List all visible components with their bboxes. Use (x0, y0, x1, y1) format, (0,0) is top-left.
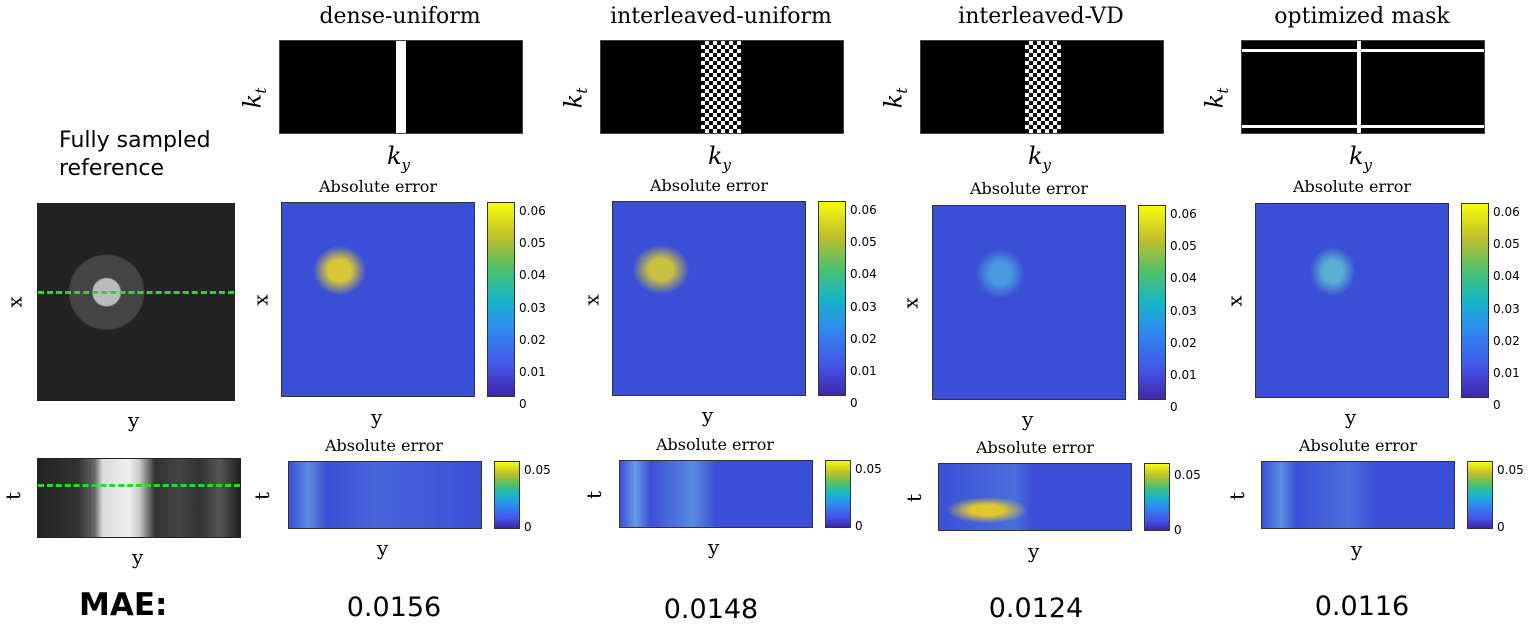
colorbar-spatial (487, 202, 515, 397)
column-title-interleaved-uniform: interleaved-uniform (610, 4, 832, 29)
mask-row-line-top (1242, 49, 1484, 52)
error-map-temporal (619, 460, 813, 528)
mask-interleaved-uniform (600, 40, 844, 134)
mask-dense-uniform (279, 40, 523, 134)
column-title-dense-uniform: dense-uniform (319, 4, 481, 29)
y-label: y (1022, 407, 1034, 431)
error-title-spatial: Absolute error (649, 176, 769, 195)
colorbar-ticks: 0.06 0.05 0.04 0.03 0.02 0.01 0 (1170, 207, 1197, 415)
reference-y-label: y (128, 408, 140, 432)
colorbar-ticks: 0.06 0.05 0.04 0.03 0.02 0.01 0 (850, 203, 877, 411)
reference-t-label: t (1, 491, 26, 501)
error-map-spatial (281, 202, 475, 397)
colorbar-temporal-tick-top: 0.05 (1174, 468, 1201, 482)
y-label: y (702, 403, 714, 427)
mask-center-line (1357, 41, 1361, 133)
ky-label: ky (1028, 142, 1052, 174)
mask-center-band (396, 41, 406, 133)
y-label: y (377, 536, 389, 560)
error-map-spatial (932, 205, 1126, 400)
error-map-spatial (1255, 203, 1449, 398)
t-label: t (582, 490, 607, 500)
kt-label: kt (1200, 87, 1233, 109)
reference-t-guide-line (38, 484, 240, 487)
colorbar-spatial (1138, 205, 1166, 400)
ky-label: ky (387, 142, 411, 174)
column-title-optimized-mask: optimized mask (1274, 4, 1450, 29)
colorbar-temporal-tick-bottom: 0 (524, 520, 532, 534)
error-map-temporal (288, 461, 482, 529)
reference-x-label: x (2, 296, 27, 308)
colorbar-temporal-tick-top: 0.05 (855, 462, 882, 476)
y-label: y (1028, 539, 1040, 563)
mae-value-dense-uniform: 0.0156 (346, 592, 442, 623)
mask-row-line-bottom (1242, 125, 1484, 128)
error-title-spatial: Absolute error (969, 179, 1089, 198)
colorbar-temporal-tick-bottom: 0 (1497, 520, 1505, 534)
error-title-temporal: Absolute error (975, 438, 1095, 457)
reference-spatial-image (37, 203, 235, 401)
mask-optimized (1241, 40, 1485, 134)
mask-center-band (1025, 41, 1061, 133)
reference-label-line1: Fully sampled (59, 128, 211, 153)
x-label: x (898, 297, 923, 309)
colorbar-temporal-tick-top: 0.05 (1497, 463, 1524, 477)
ky-label: ky (1349, 142, 1373, 174)
kt-label: kt (238, 87, 271, 109)
colorbar-temporal-tick-top: 0.05 (524, 463, 551, 477)
y-label: y (708, 535, 720, 559)
mae-value-interleaved-uniform: 0.0148 (663, 594, 759, 625)
colorbar-spatial (1461, 203, 1489, 398)
colorbar-ticks: 0.06 0.05 0.04 0.03 0.02 0.01 0 (1493, 205, 1520, 413)
colorbar-temporal (825, 460, 851, 528)
reference-temporal-image (37, 458, 241, 538)
x-label: x (1222, 295, 1247, 307)
reference-label-line2: reference (59, 156, 165, 181)
mask-center-band (701, 41, 741, 133)
t-label: t (902, 493, 927, 503)
error-title-temporal: Absolute error (324, 436, 444, 455)
error-map-temporal (938, 463, 1132, 531)
colorbar-temporal (1144, 463, 1170, 531)
colorbar-ticks: 0.06 0.05 0.04 0.03 0.02 0.01 0 (519, 204, 546, 412)
reference-y-label-bottom: y (132, 545, 144, 569)
x-label: x (248, 294, 273, 306)
column-title-interleaved-vd: interleaved-VD (958, 4, 1124, 29)
kt-label: kt (879, 87, 912, 109)
colorbar-spatial (818, 201, 846, 396)
kt-label: kt (559, 87, 592, 109)
error-title-spatial: Absolute error (1292, 177, 1412, 196)
error-title-temporal: Absolute error (1298, 436, 1418, 455)
reference-x-guide-line (38, 291, 234, 294)
colorbar-temporal (1467, 461, 1493, 529)
mae-heading: MAE: (79, 587, 168, 623)
error-title-temporal: Absolute error (655, 435, 775, 454)
colorbar-temporal-tick-bottom: 0 (1174, 523, 1182, 537)
mae-value-optimized-mask: 0.0116 (1314, 591, 1410, 622)
t-label: t (250, 491, 275, 501)
ky-label: ky (708, 142, 732, 174)
t-label: t (1225, 491, 1250, 501)
y-label: y (371, 405, 383, 429)
colorbar-temporal (494, 461, 520, 529)
y-label: y (1345, 405, 1357, 429)
error-title-spatial: Absolute error (318, 177, 438, 196)
reference-label: Fully sampled reference (59, 127, 211, 183)
mask-interleaved-vd (920, 40, 1164, 134)
error-map-spatial (612, 201, 806, 396)
mae-value-interleaved-vd: 0.0124 (988, 593, 1084, 624)
error-map-temporal (1261, 461, 1455, 529)
y-label: y (1351, 537, 1363, 561)
x-label: x (579, 294, 604, 306)
colorbar-temporal-tick-bottom: 0 (855, 519, 863, 533)
